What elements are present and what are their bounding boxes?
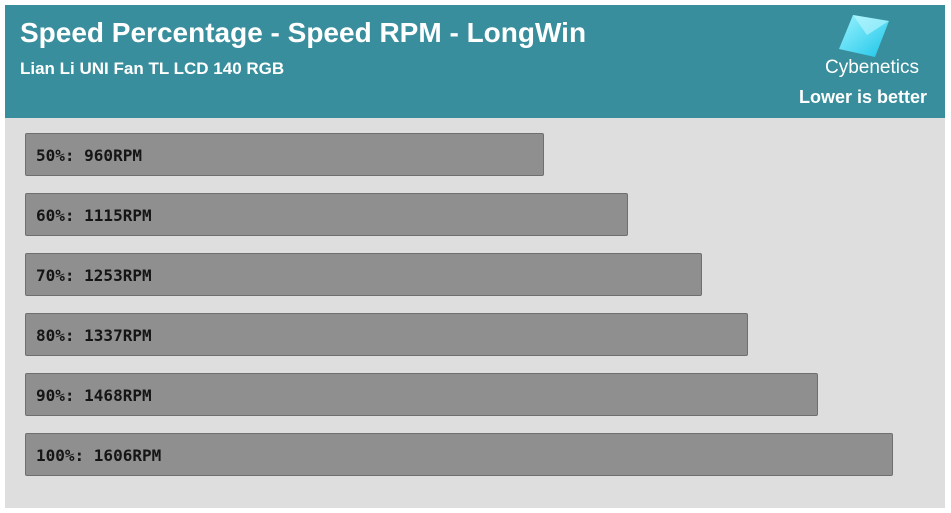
plot-area: 50%: 960RPM 60%: 1115RPM 70%: 1253RPM 80%: … [5,118,945,508]
bar-label: 70%: 1253RPM [36,266,152,285]
bar-label: 80%: 1337RPM [36,326,152,345]
chart-frame: Speed Percentage - Speed RPM - LongWin L… [5,5,945,508]
chart-subtitle: Lian Li UNI Fan TL LCD 140 RGB [20,59,285,78]
chart-header: Speed Percentage - Speed RPM - LongWin L… [5,5,945,118]
bar-label: 60%: 1115RPM [36,206,152,225]
bar-100pct: 100%: 1606RPM [25,433,893,476]
bar-60pct: 60%: 1115RPM [25,193,628,236]
bar-label: 50%: 960RPM [36,146,142,165]
bar-70pct: 70%: 1253RPM [25,253,702,296]
bar-label: 90%: 1468RPM [36,386,152,405]
lower-is-better-note: Lower is better [798,87,927,107]
bar-90pct: 90%: 1468RPM [25,373,818,416]
bar-label: 100%: 1606RPM [36,446,162,465]
bar-80pct: 80%: 1337RPM [25,313,748,356]
cybenetics-diamond-icon [839,15,889,57]
chart-title: Speed Percentage - Speed RPM - LongWin [20,17,587,48]
bar-50pct: 50%: 960RPM [25,133,544,176]
brand-name: Cybenetics [825,57,919,78]
brand-logo: Cybenetics [817,13,927,83]
